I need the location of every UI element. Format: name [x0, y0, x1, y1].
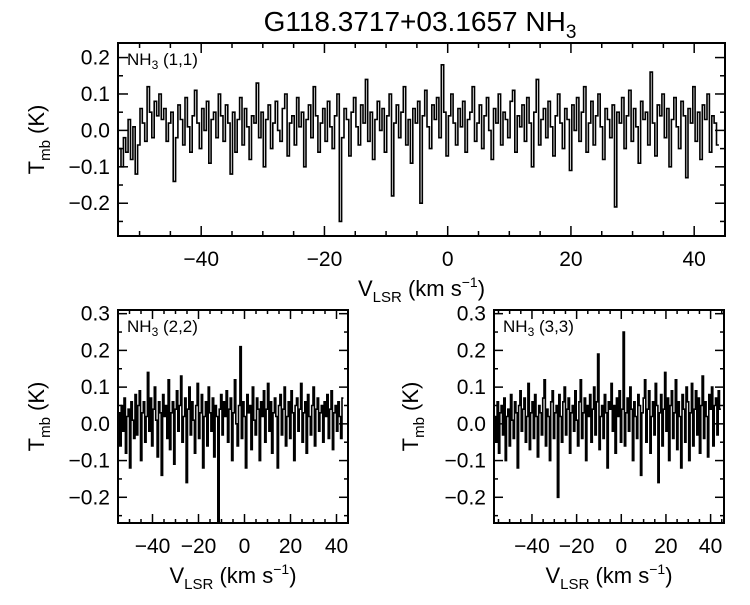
x-tick-label: 40: [699, 535, 722, 558]
x-axis-label-main: V: [545, 563, 560, 588]
panel-label-rest: (1,1): [158, 50, 198, 69]
y-tick-label: −0.1: [69, 450, 110, 473]
panel-label-main: NH: [503, 317, 528, 336]
x-tick-label: 0: [239, 535, 251, 558]
plot-frame-top: [117, 42, 726, 237]
x-tick-label: 0: [615, 535, 627, 558]
x-tick-label: 40: [683, 248, 706, 271]
y-tick-label: 0.0: [81, 119, 110, 142]
y-axis-label-sub: mb: [37, 140, 54, 161]
x-axis-label-rest: (km s: [213, 563, 273, 588]
x-tick-label: 20: [559, 248, 582, 271]
figure-title-sub: 3: [566, 22, 577, 43]
x-tick-label: −20: [307, 248, 343, 271]
y-tick-label: −0.1: [69, 156, 110, 179]
plot-frame-bottom-right: [493, 309, 725, 524]
y-axis-label: Tmb (K): [398, 382, 428, 452]
figure-title: G118.3717+03.1657 NH3: [264, 6, 577, 43]
y-tick-label: 0.0: [457, 413, 486, 436]
panel-label-rest: (2,2): [158, 317, 198, 336]
x-axis-label-sub: LSR: [373, 289, 402, 306]
y-tick-label: −0.1: [445, 450, 486, 473]
panel-bottom-right: −40 −20 0 20 40 −0.2 −0.1 0.0 0.1 0.2 0.3 NH3 (3,3)…: [398, 303, 725, 593]
panel-label-rest: (3,3): [534, 317, 574, 336]
x-axis-label-sup: −1: [462, 274, 478, 290]
x-tick-label: 20: [654, 535, 677, 558]
x-tick-label: 40: [325, 535, 348, 558]
y-tick-label: 0.2: [81, 47, 110, 70]
panel-label: NH3 (1,1): [127, 50, 198, 72]
spectrum-line-bottom-right: [494, 331, 721, 499]
panel-label: NH3 (3,3): [503, 317, 574, 339]
y-axis-label: Tmb (K): [24, 382, 54, 452]
x-tick-label: −20: [181, 535, 217, 558]
y-tick-label: 0.2: [457, 339, 486, 362]
y-tick-label: 0.1: [81, 376, 110, 399]
panel-label-main: NH: [127, 317, 152, 336]
y-axis-label-rest: (K): [24, 382, 49, 417]
x-tick-label: −40: [135, 535, 171, 558]
panel-top: −40 −20 0 20 40 −0.2 −0.1 0.0 0.1 0.2 NH3 (1,1) VLS…: [24, 42, 726, 306]
panel-label-sub: 3: [528, 325, 535, 339]
panel-label-sub: 3: [152, 325, 159, 339]
y-axis-label-main: T: [24, 161, 49, 174]
x-axis-label-end: ): [665, 563, 672, 588]
panel-label: NH3 (2,2): [127, 317, 198, 339]
y-axis-label-main: T: [24, 438, 49, 451]
y-axis-label-main: T: [398, 438, 423, 451]
y-axis-label-rest: (K): [24, 105, 49, 140]
y-tick-label: 0.1: [457, 376, 486, 399]
spectrum-line-top: [118, 64, 719, 223]
y-tick-label: −0.2: [69, 192, 110, 215]
y-axis-label-rest: (K): [398, 382, 423, 417]
panel-label-main: NH: [127, 50, 152, 69]
x-axis-label: VLSR (km s−1): [169, 561, 296, 593]
x-tick-label: −20: [559, 535, 595, 558]
x-axis-label-sub: LSR: [560, 576, 589, 593]
x-axis-label: VLSR (km s−1): [545, 561, 672, 593]
panels: −40 −20 0 20 40−0.2−0.10.00.10.2 NH3 (1,1)VLS…: [24, 42, 726, 593]
x-axis-label-rest: (km s: [402, 276, 462, 301]
x-axis-label-end: ): [478, 276, 485, 301]
spectrum-line-bottom-left: [118, 345, 344, 523]
x-axis-label-main: V: [169, 563, 184, 588]
y-tick-label: 0.1: [81, 83, 110, 106]
y-axis-label-sub: mb: [37, 417, 54, 438]
panel-bottom-left: −40 −20 0 20 40 −0.2 −0.1 0.0 0.1 0.2 0.3 NH3 (2,2)…: [24, 303, 349, 593]
x-axis-label-end: ): [289, 563, 296, 588]
x-tick-label: 20: [279, 535, 302, 558]
y-axis-label: Tmb (K): [24, 105, 54, 175]
y-tick-label: 0.0: [81, 413, 110, 436]
x-tick-label: −40: [183, 248, 219, 271]
y-tick-label: 0.3: [81, 303, 110, 326]
x-axis-label-sub: LSR: [184, 576, 213, 593]
y-tick-label: −0.2: [69, 486, 110, 509]
x-tick-label: −40: [514, 535, 550, 558]
x-axis-label-main: V: [358, 276, 373, 301]
x-tick-label: 0: [442, 248, 454, 271]
y-tick-label: 0.2: [81, 339, 110, 362]
x-axis-label-rest: (km s: [589, 563, 649, 588]
x-axis-label-sup: −1: [273, 561, 289, 577]
x-axis-label-sup: −1: [649, 561, 665, 577]
y-tick-label: −0.2: [445, 486, 486, 509]
panel-label-sub: 3: [152, 58, 159, 72]
y-axis-label-sub: mb: [411, 417, 428, 438]
y-tick-label: 0.3: [457, 303, 486, 326]
figure-title-main: G118.3717+03.1657 NH: [264, 6, 566, 37]
x-axis-label: VLSR (km s−1): [358, 274, 485, 306]
